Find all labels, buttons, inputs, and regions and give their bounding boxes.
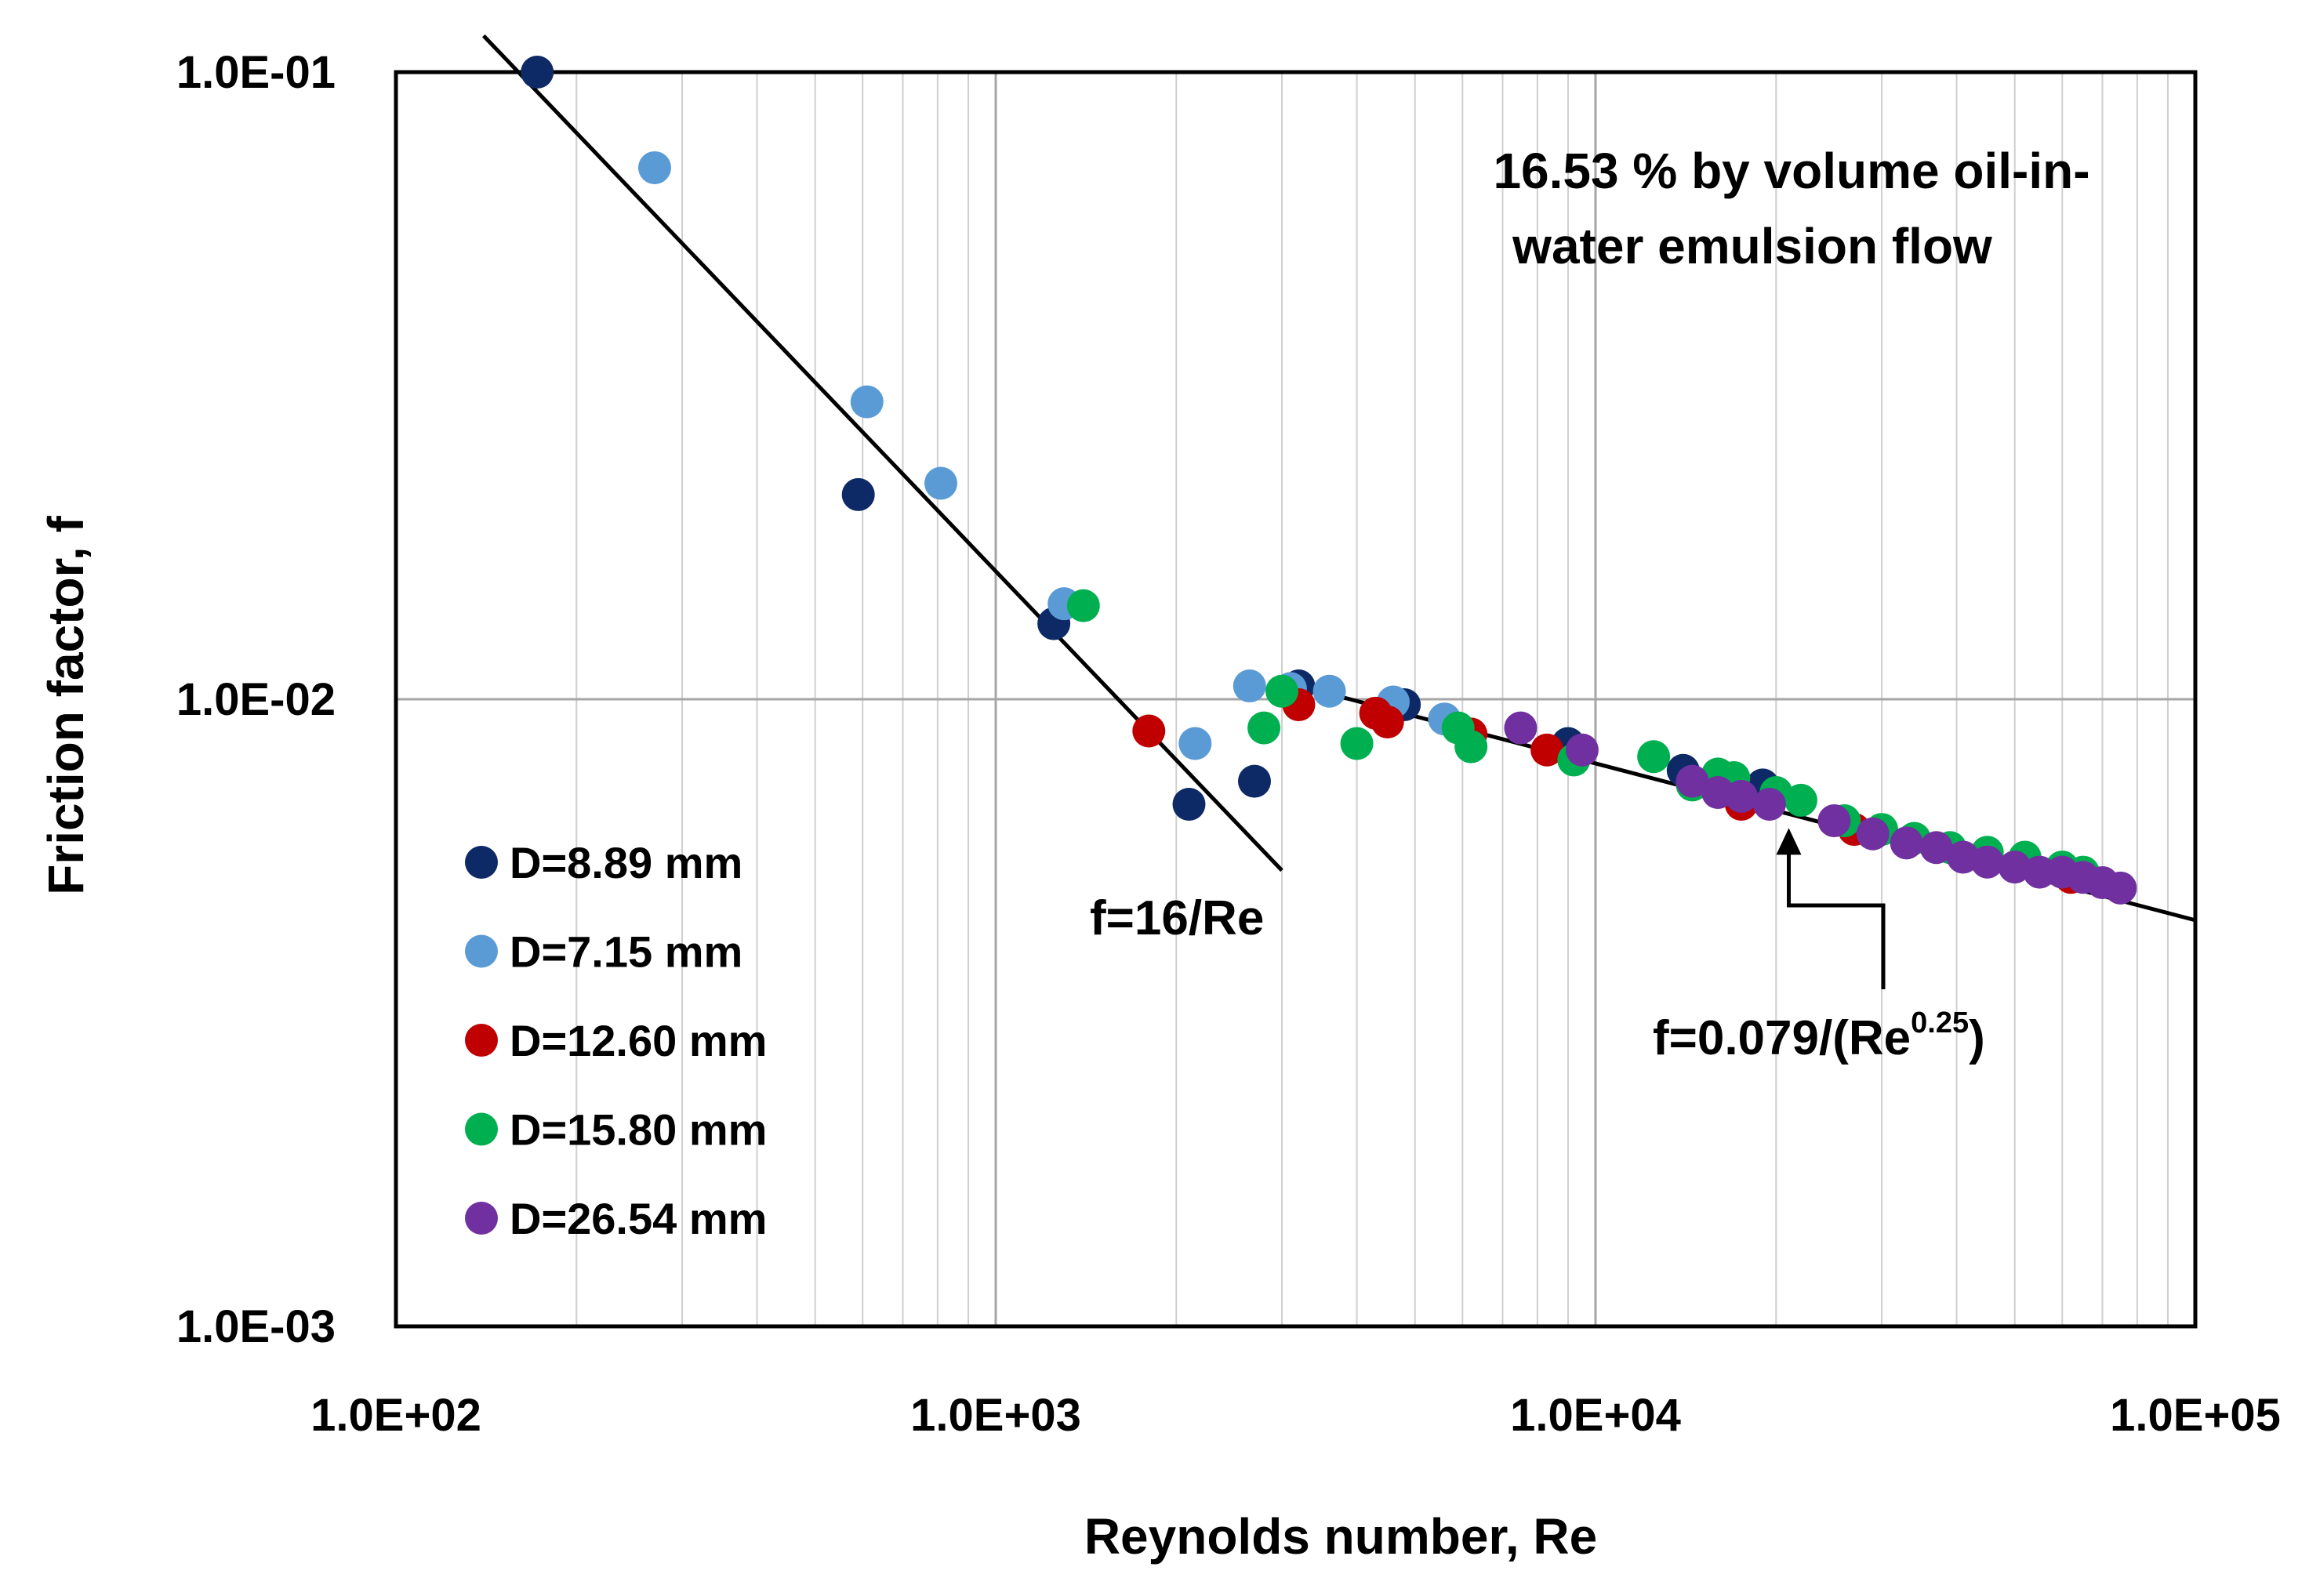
data-point xyxy=(1784,783,1817,817)
legend-marker xyxy=(465,1024,498,1057)
annotation-line-2: water emulsion flow xyxy=(1512,218,1992,274)
data-point xyxy=(1998,851,2031,884)
data-point xyxy=(2023,855,2057,889)
legend-marker xyxy=(465,1202,498,1235)
legend-label: D=15.80 mm xyxy=(510,1105,767,1155)
data-point xyxy=(924,466,957,500)
data-point xyxy=(1675,764,1709,798)
turbulent-callout-arrowhead xyxy=(1776,828,1802,855)
legend-label: D=7.15 mm xyxy=(510,927,742,977)
turbulent-callout-line xyxy=(1786,851,1886,989)
data-point xyxy=(1919,831,1953,865)
legend-label: D=26.54 mm xyxy=(510,1194,767,1243)
data-point xyxy=(1233,669,1266,703)
data-point xyxy=(1565,733,1599,767)
x-tick-label: 1.0E+02 xyxy=(310,1390,481,1441)
legend-marker xyxy=(465,934,498,968)
data-point xyxy=(841,477,875,511)
data-point xyxy=(1237,764,1271,798)
turbulent-equation-label: f=0.079/(Re0.25) xyxy=(1653,1007,1985,1065)
y-tick-labels: 1.0E-03 1.0E-02 1.0E-01 xyxy=(176,47,336,1352)
data-point xyxy=(1856,817,1890,851)
data-point xyxy=(1247,711,1281,745)
x-tick-label: 1.0E+04 xyxy=(1510,1390,1681,1441)
data-point xyxy=(2104,871,2137,905)
turbulent-label-suffix: ) xyxy=(1969,1011,1985,1065)
y-tick-label: 1.0E-01 xyxy=(176,47,336,98)
data-point xyxy=(1724,779,1758,813)
x-tick-labels: 1.0E+02 1.0E+03 1.0E+04 1.0E+05 xyxy=(310,1390,2281,1441)
laminar-line xyxy=(481,34,1283,872)
data-point xyxy=(1066,589,1100,622)
data-point xyxy=(1371,705,1404,738)
legend-marker xyxy=(465,1112,498,1146)
x-axis-title: Reynolds number, Re xyxy=(1084,1508,1597,1565)
x-tick-label: 1.0E+03 xyxy=(910,1390,1081,1441)
data-point xyxy=(637,151,671,184)
data-point xyxy=(521,56,554,89)
annotation-line-1: 16.53 % by volume oil-in- xyxy=(1493,143,2089,199)
data-point xyxy=(1178,727,1212,760)
data-point xyxy=(1504,711,1538,745)
legend-marker xyxy=(465,846,498,879)
legend: D=8.89 mm D=7.15 mm D=12.60 mm D=15.80 mm D=… xyxy=(465,838,767,1243)
data-point xyxy=(1890,826,1923,860)
data-points xyxy=(521,56,2137,905)
y-tick-label: 1.0E-03 xyxy=(176,1301,336,1352)
x-tick-label: 1.0E+05 xyxy=(2110,1390,2281,1441)
data-point xyxy=(850,385,884,419)
legend-label: D=12.60 mm xyxy=(510,1016,767,1065)
data-point xyxy=(1340,727,1374,760)
data-point xyxy=(1454,730,1488,764)
data-point xyxy=(1132,714,1166,748)
laminar-equation-label: f=16/Re xyxy=(1090,891,1264,945)
data-point xyxy=(1637,740,1671,774)
y-tick-label: 1.0E-02 xyxy=(176,674,336,725)
data-point xyxy=(1970,845,2004,879)
data-point xyxy=(1530,733,1564,767)
legend-label: D=8.89 mm xyxy=(510,838,742,887)
turbulent-label-prefix: f=0.079/(Re xyxy=(1653,1011,1911,1065)
plot-frame xyxy=(394,70,2198,1329)
turbulent-label-exponent: 0.25 xyxy=(1911,1007,1969,1039)
data-point xyxy=(1172,787,1206,821)
y-axis-title: Friction factor, f xyxy=(38,516,94,895)
data-point xyxy=(1312,674,1346,708)
data-point xyxy=(1817,804,1851,838)
data-point xyxy=(1265,674,1298,708)
data-point xyxy=(1752,787,1786,821)
